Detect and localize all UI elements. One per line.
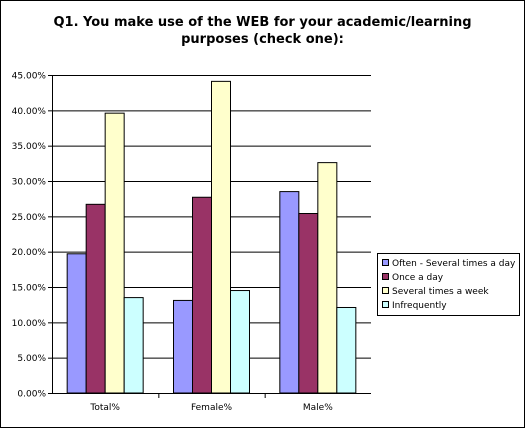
legend-swatch [382, 301, 389, 308]
x-tick-label: Female% [191, 403, 233, 413]
bar [192, 196, 212, 394]
y-tick-label: 0.00% [17, 390, 46, 400]
chart-title-line-2: purposes (check one): [181, 32, 344, 47]
y-tick-label: 40.00% [12, 107, 47, 117]
legend-box [377, 253, 520, 316]
axes: 0.00% 5.00% 10.00% 15.00% 20.00% 25.00% 30.00%… [12, 72, 371, 413]
bar [298, 213, 319, 394]
legend-swatch [382, 287, 389, 294]
legend-label: Several times a week [392, 287, 489, 297]
y-tick-label: 25.00% [12, 213, 47, 223]
y-tick-label: 5.00% [17, 354, 46, 364]
bar [123, 297, 144, 394]
x-tick-label: Total% [89, 403, 120, 413]
bar [173, 299, 193, 394]
bar [211, 80, 231, 394]
y-tick-label: 20.00% [12, 248, 47, 258]
y-tick-label: 35.00% [12, 142, 47, 152]
legend-swatch [382, 273, 389, 280]
y-tick-label: 15.00% [12, 284, 47, 294]
bar [317, 162, 338, 394]
legend: Often - Several times a day Once a day Sev… [377, 253, 520, 316]
legend-swatch [382, 259, 389, 266]
bar [279, 191, 300, 394]
legend-label: Infrequently [392, 301, 447, 311]
y-tick-label: 45.00% [12, 72, 47, 82]
bar [230, 290, 250, 394]
chart-title-line-1: Q1. You make use of the WEB for your aca… [53, 15, 472, 30]
legend-label: Once a day [392, 273, 444, 283]
bar [85, 203, 106, 394]
x-tick-label: Male% [303, 403, 333, 413]
bars [66, 80, 357, 394]
bar [66, 253, 87, 394]
y-tick-label: 30.00% [12, 178, 47, 188]
bar [104, 112, 125, 394]
bar [336, 306, 357, 394]
legend-label: Often - Several times a day [392, 259, 516, 269]
y-tick-label: 10.00% [12, 319, 47, 329]
chart-title: Q1. You make use of the WEB for your aca… [0, 14, 525, 48]
